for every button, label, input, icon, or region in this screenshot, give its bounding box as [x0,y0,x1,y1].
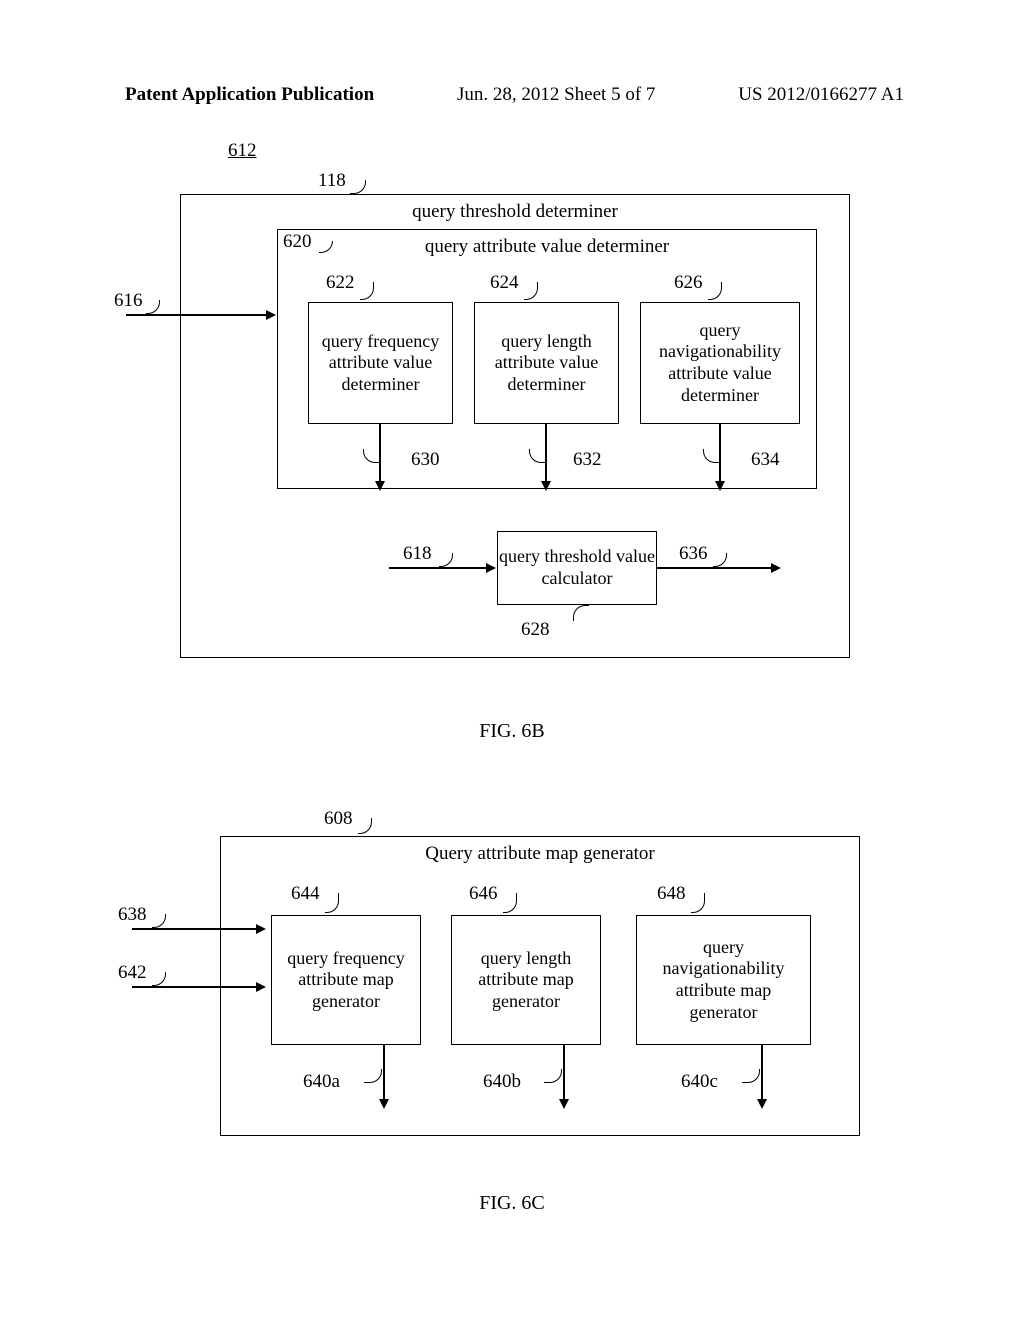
arrow-638-head [256,924,266,934]
hook-646 [503,893,517,913]
hook-624 [524,282,538,300]
arrow-632-line [545,423,547,483]
ref-624: 624 [490,272,519,294]
ref-622: 622 [326,272,355,294]
arrow-630-line [379,423,381,483]
hook-618 [439,553,453,567]
ref-618: 618 [403,543,432,565]
ref-608: 608 [324,808,353,830]
ref-628: 628 [521,619,550,641]
hook-636 [713,553,727,567]
ref-632: 632 [573,449,602,471]
ref-640b: 640b [483,1071,521,1093]
ref-640a: 640a [303,1071,340,1093]
arrow-634-head [715,481,725,491]
arrow-634-line [719,423,721,483]
hook-640c [742,1069,760,1083]
header-right: US 2012/0166277 A1 [738,84,904,106]
inner-box-6b: query attribute value determiner 622 624… [277,229,817,489]
hook-648 [691,893,705,913]
inner-title-6b: query attribute value determiner [278,236,816,258]
hook-608 [358,818,372,834]
figure-6c: 608 Query attribute map generator 644 64… [120,808,860,1188]
ref-640c: 640c [681,1071,718,1093]
hook-626 [708,282,722,300]
hook-628 [573,605,589,621]
hook-640b [544,1069,562,1083]
outer-box-6b: query threshold determiner 620 query att… [180,194,850,658]
arrow-616-line [126,314,266,316]
hook-616 [146,300,160,314]
ref-630: 630 [411,449,440,471]
box-646: query length attribute map generator [451,915,601,1045]
hook-644 [325,893,339,913]
ref-626: 626 [674,272,703,294]
hook-118 [350,180,366,194]
arrow-630-head [375,481,385,491]
hook-638 [152,914,166,928]
hook-622 [360,282,374,300]
ref-644: 644 [291,883,320,905]
ref-634: 634 [751,449,780,471]
arrow-642-line [132,986,256,988]
box-626: query navigationability attribute value … [640,302,800,424]
arrow-636-head [771,563,781,573]
hook-642 [152,972,166,986]
box-624: query length attribute value determiner [474,302,619,424]
ref-642: 642 [118,962,147,984]
ref-612: 612 [228,140,257,162]
figure-6b: 612 118 query threshold determiner 620 q… [120,140,860,700]
arrow-640a-line [383,1045,385,1101]
box-648: query navigationability attribute map ge… [636,915,811,1045]
header-center: Jun. 28, 2012 Sheet 5 of 7 [457,84,655,106]
arrow-638-line [132,928,256,930]
box-644: query frequency attribute map generator [271,915,421,1045]
arrow-618-line [389,567,487,569]
arrow-640c-head [757,1099,767,1109]
arrow-618-head [486,563,496,573]
caption-6b: FIG. 6B [0,720,1024,743]
ref-616: 616 [114,290,143,312]
arrow-640a-head [379,1099,389,1109]
ref-638: 638 [118,904,147,926]
page-header: Patent Application Publication Jun. 28, … [0,84,1024,106]
arrow-642-head [256,982,266,992]
arrow-640b-line [563,1045,565,1101]
header-left: Patent Application Publication [125,84,374,106]
arrow-632-head [541,481,551,491]
arrow-616-head [266,310,276,320]
arrow-640c-line [761,1045,763,1101]
hook-640a [364,1069,382,1083]
outer-box-6c: Query attribute map generator 644 646 64… [220,836,860,1136]
box-622: query frequency attribute value determin… [308,302,453,424]
ref-648: 648 [657,883,686,905]
box-628: query threshold value calculator [497,531,657,605]
caption-6c: FIG. 6C [0,1192,1024,1215]
outer-title-6c: Query attribute map generator [221,843,859,865]
outer-title-6b: query threshold determiner [181,201,849,223]
arrow-640b-head [559,1099,569,1109]
ref-118: 118 [318,170,346,192]
arrow-636-line [657,567,773,569]
ref-646: 646 [469,883,498,905]
ref-636: 636 [679,543,708,565]
